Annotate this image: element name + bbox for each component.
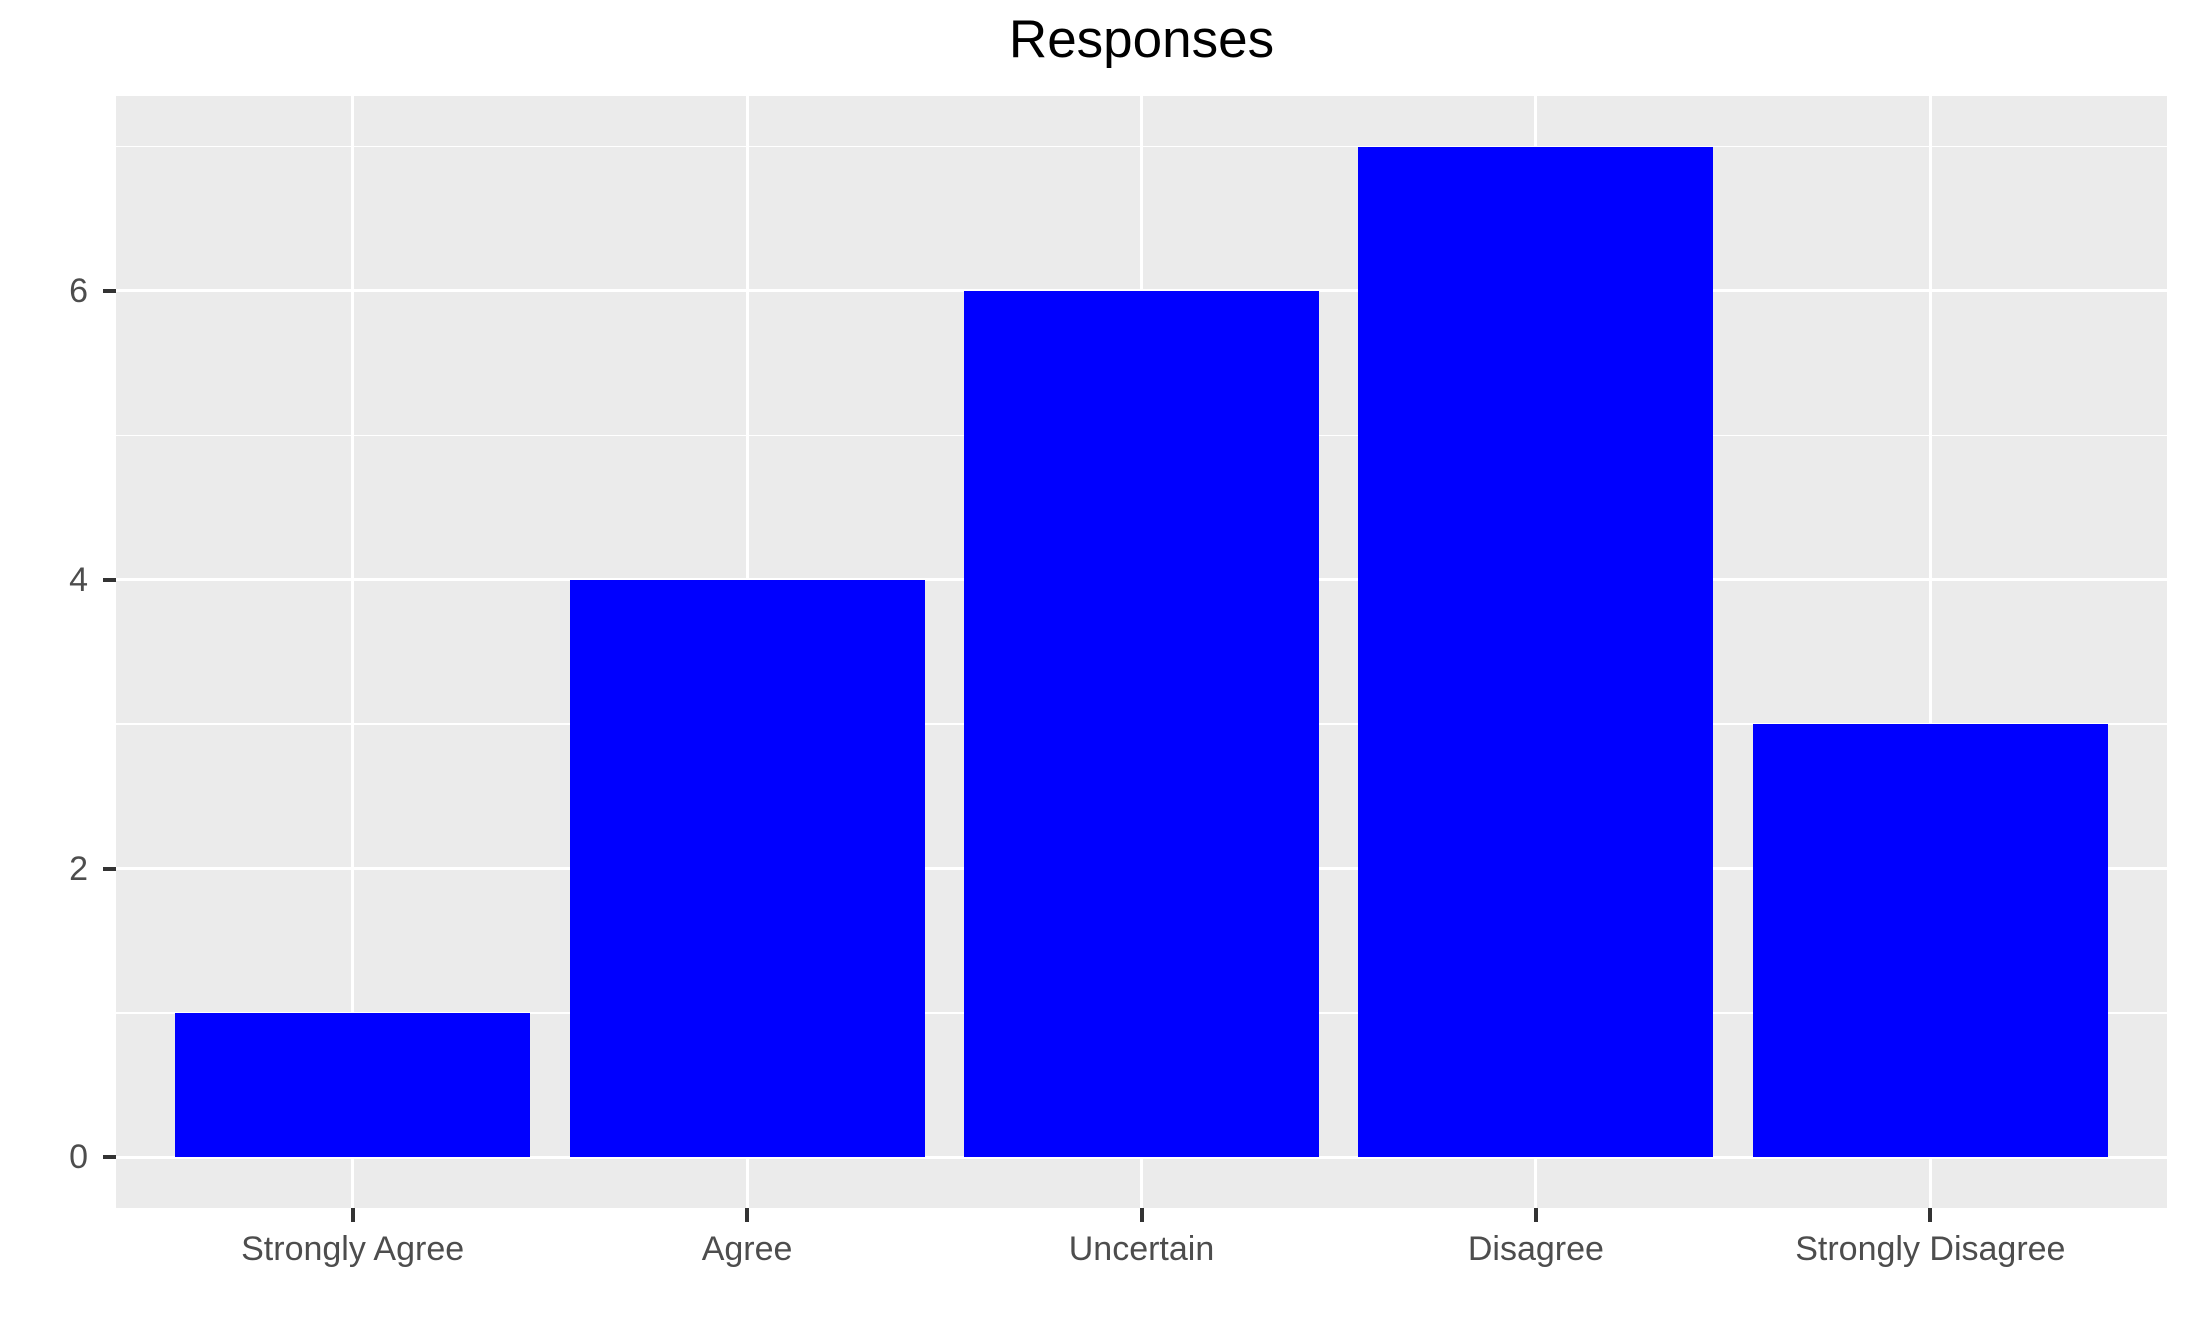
y-tick	[103, 577, 116, 582]
x-tick-label: Strongly Agree	[241, 1230, 465, 1268]
y-tick	[103, 288, 116, 293]
x-tick	[350, 1208, 355, 1222]
chart-title: Responses	[1008, 10, 1275, 69]
bar	[175, 1013, 531, 1158]
bar	[964, 290, 1319, 1158]
gridline-vertical	[1928, 96, 1932, 1208]
bar	[1752, 724, 2108, 1158]
x-tick	[1139, 1208, 1144, 1222]
x-tick-label: Agree	[701, 1230, 793, 1268]
x-tick	[1533, 1208, 1538, 1222]
gridline-vertical	[351, 96, 355, 1208]
y-tick-label: 2	[69, 849, 88, 888]
y-tick-label: 4	[69, 560, 88, 599]
x-tick-label: Uncertain	[1068, 1230, 1215, 1268]
y-tick	[103, 866, 116, 871]
x-tick	[1928, 1208, 1933, 1222]
y-tick	[103, 1155, 116, 1160]
y-tick-label: 6	[69, 271, 88, 310]
bar	[1358, 146, 1714, 1158]
x-tick	[745, 1208, 750, 1222]
plot-panel	[116, 96, 2167, 1208]
x-tick-label: Disagree	[1467, 1230, 1604, 1268]
x-tick-label: Strongly Disagree	[1795, 1230, 2066, 1268]
bar	[569, 579, 925, 1158]
y-tick-label: 0	[69, 1138, 88, 1177]
